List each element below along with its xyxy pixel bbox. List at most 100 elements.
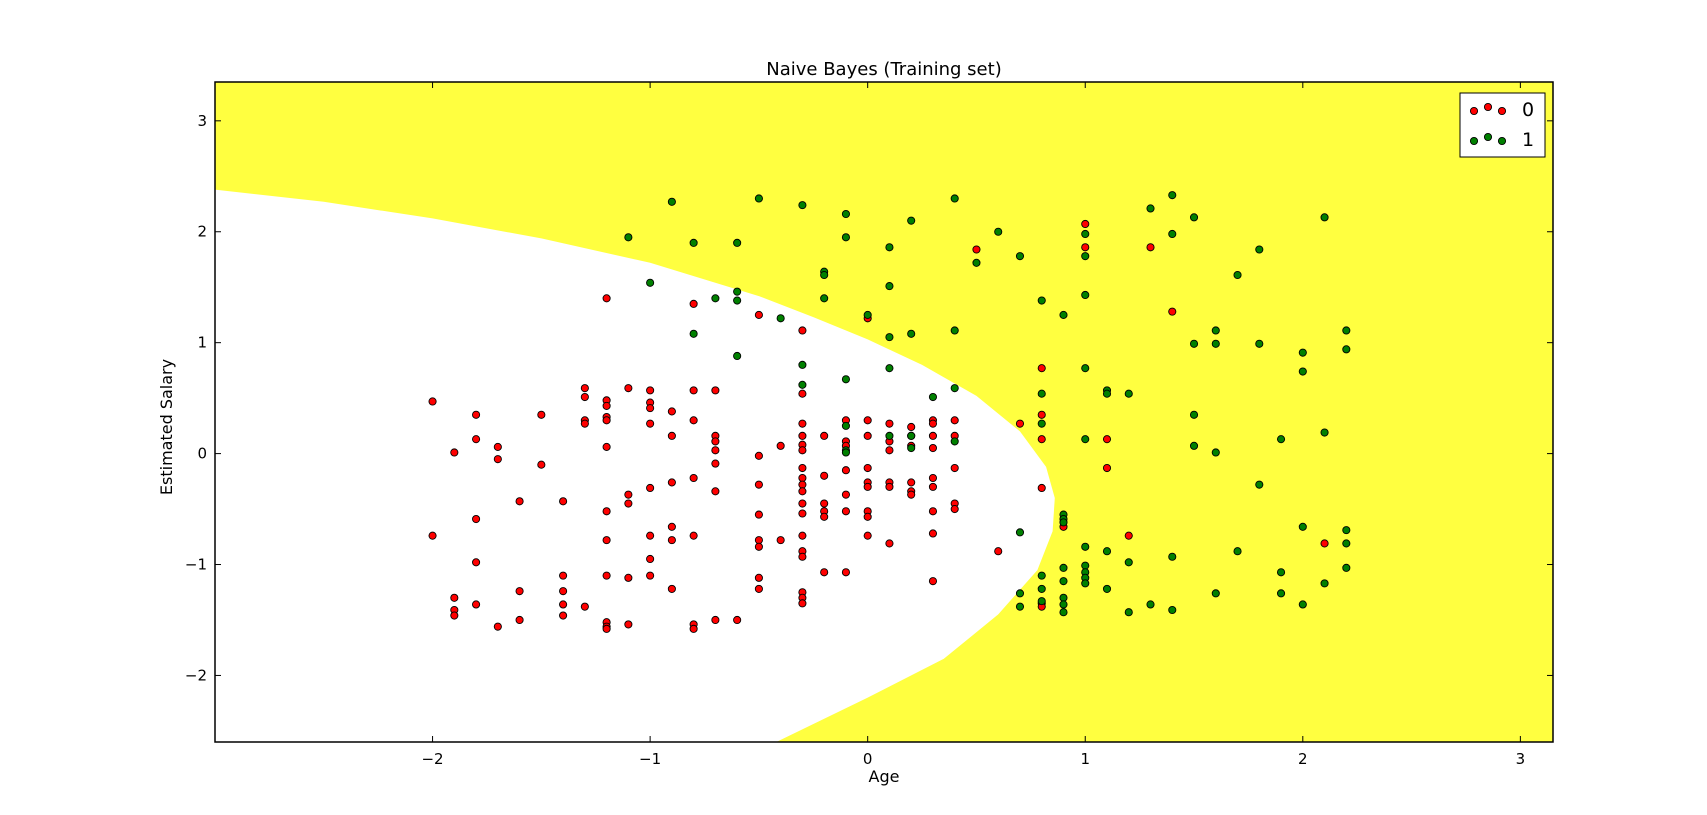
point-class-0 — [559, 587, 568, 596]
point-class-1 — [776, 314, 785, 323]
point-class-0 — [472, 600, 481, 609]
point-class-0 — [602, 624, 611, 633]
point-class-1 — [1211, 448, 1220, 457]
point-class-1 — [1124, 558, 1133, 567]
point-class-1 — [733, 351, 742, 361]
point-class-0 — [798, 531, 807, 540]
point-class-1 — [1320, 579, 1329, 588]
point-class-1 — [1298, 348, 1307, 357]
point-class-0 — [689, 473, 698, 483]
point-class-0 — [689, 624, 698, 633]
point-class-0 — [1124, 531, 1133, 540]
point-class-0 — [928, 577, 938, 586]
point-class-1 — [1037, 296, 1046, 305]
point-class-1 — [1189, 441, 1199, 450]
y-tick-label: −1 — [185, 556, 207, 574]
point-class-1 — [1320, 428, 1329, 437]
point-class-1 — [1037, 597, 1046, 606]
point-class-0 — [798, 419, 807, 428]
point-class-0 — [863, 531, 872, 540]
point-class-0 — [798, 499, 807, 508]
chart-title: Naive Bayes (Training set) — [766, 59, 1001, 80]
point-class-1 — [1124, 389, 1133, 398]
point-class-0 — [798, 326, 807, 335]
point-class-1 — [798, 201, 807, 210]
point-class-1 — [841, 421, 850, 430]
point-class-1 — [1015, 252, 1025, 261]
point-class-1 — [1081, 435, 1090, 444]
point-class-0 — [711, 615, 720, 625]
point-class-0 — [602, 294, 611, 303]
point-class-0 — [559, 497, 568, 506]
point-class-0 — [1037, 410, 1046, 419]
point-class-0 — [1320, 539, 1329, 548]
point-class-0 — [754, 451, 763, 460]
x-axis-label: Age — [869, 767, 900, 786]
point-class-0 — [820, 471, 829, 480]
point-class-0 — [559, 600, 568, 609]
point-class-1 — [950, 194, 959, 203]
point-class-0 — [689, 299, 698, 308]
point-class-0 — [928, 431, 938, 440]
point-class-1 — [1211, 339, 1220, 348]
point-class-1 — [950, 437, 959, 446]
point-class-1 — [1015, 589, 1025, 598]
point-class-0 — [602, 536, 611, 545]
point-class-0 — [428, 397, 437, 406]
point-class-0 — [841, 490, 850, 499]
point-class-0 — [472, 435, 481, 444]
point-class-0 — [798, 552, 807, 561]
point-class-1 — [885, 364, 894, 373]
point-class-1 — [711, 294, 720, 303]
point-class-1 — [1059, 600, 1068, 609]
point-class-1 — [1342, 539, 1351, 548]
point-class-1 — [1081, 290, 1090, 300]
x-tick-label: −2 — [421, 750, 443, 768]
point-class-1 — [1081, 579, 1090, 588]
y-axis-label: Estimated Salary — [157, 359, 176, 495]
decision-region-class-0 — [215, 189, 1055, 742]
point-class-0 — [754, 480, 763, 489]
point-class-0 — [450, 593, 459, 602]
point-class-0 — [624, 573, 633, 582]
point-class-0 — [907, 490, 916, 499]
point-class-0 — [602, 442, 611, 451]
point-class-0 — [537, 410, 546, 419]
legend-marker — [1497, 136, 1507, 146]
point-class-0 — [711, 446, 720, 455]
point-class-0 — [602, 401, 611, 410]
point-class-0 — [646, 483, 655, 493]
point-class-1 — [950, 326, 959, 335]
point-class-1 — [1298, 600, 1307, 609]
legend-label: 1 — [1522, 129, 1534, 151]
point-class-1 — [1102, 584, 1112, 593]
point-class-1 — [1342, 326, 1351, 335]
point-class-0 — [472, 558, 481, 567]
point-class-1 — [1037, 389, 1046, 398]
point-class-1 — [733, 238, 742, 247]
point-class-1 — [1211, 589, 1220, 598]
point-class-1 — [1037, 419, 1046, 428]
point-class-0 — [820, 499, 829, 508]
point-class-1 — [1015, 528, 1025, 537]
point-class-0 — [907, 422, 916, 432]
point-class-0 — [798, 389, 807, 398]
point-class-0 — [559, 571, 568, 580]
point-class-1 — [1233, 547, 1242, 556]
point-class-0 — [689, 416, 698, 425]
point-class-0 — [776, 441, 785, 450]
point-class-0 — [841, 568, 850, 577]
point-class-0 — [667, 536, 676, 545]
point-class-0 — [428, 531, 437, 540]
point-class-1 — [1059, 608, 1068, 617]
legend-marker — [1469, 106, 1479, 116]
point-class-0 — [580, 602, 589, 611]
point-class-0 — [950, 463, 959, 473]
point-class-0 — [907, 478, 916, 487]
point-class-1 — [885, 243, 894, 252]
point-class-0 — [689, 531, 698, 540]
plot-frame — [214, 81, 1554, 743]
point-class-1 — [841, 375, 850, 384]
legend-label: 0 — [1522, 99, 1534, 121]
point-class-0 — [1102, 435, 1112, 444]
